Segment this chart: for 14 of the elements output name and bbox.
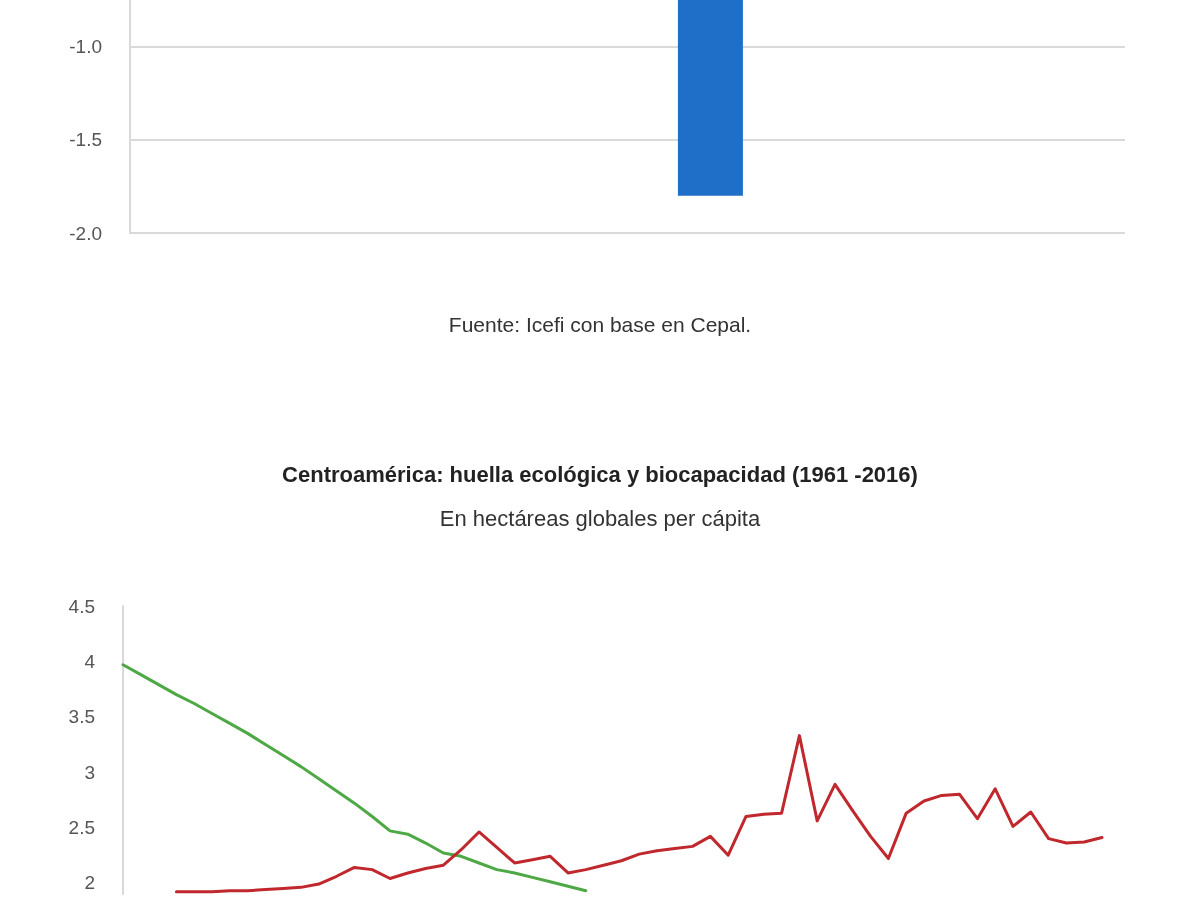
y-tick-label: 3 [84,761,95,783]
line-series [121,663,588,893]
chart-title: Centroamérica: huella ecológica y biocapacidad (1961 -2016) [282,461,918,487]
line-series [174,734,1104,894]
chart-subtitle: En hectáreas globales per cápita [439,505,761,531]
y-tick-label: -1.0 [69,36,102,58]
y-tick-label: -1.5 [69,129,102,151]
y-tick-label: 2.5 [68,817,95,839]
y-tick-label: 4 [84,650,96,672]
y-tick-label: -2.0 [69,222,102,244]
source-note: Fuente: Icefi con base en Cepal. [448,313,752,336]
y-tick-label: 3.5 [68,706,95,728]
y-tick-label: 4.5 [68,595,95,617]
y-tick-label: 2 [84,872,95,894]
